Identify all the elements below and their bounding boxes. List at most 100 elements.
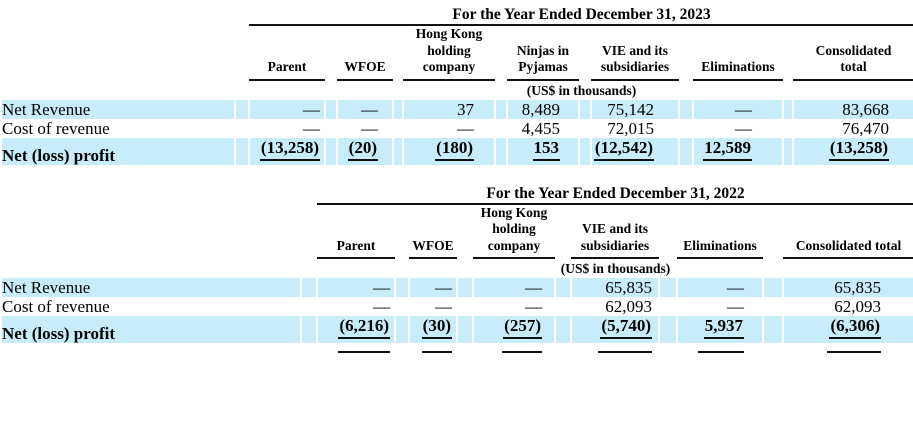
value-cell: 76,470: [792, 118, 913, 138]
double-rule: [676, 343, 764, 353]
spacer: [783, 25, 793, 81]
value-cell: 65,835: [570, 278, 660, 297]
value-cell: —: [676, 278, 764, 297]
spacer: [0, 343, 302, 353]
value-cell: 62,093: [570, 297, 660, 316]
spacer: [394, 278, 410, 297]
column-header-consolidated: Consolidated total: [793, 25, 913, 81]
column-header-hk-holding: Hong Kong holding company: [403, 25, 495, 81]
value-cell: 62,093: [781, 297, 913, 316]
spacer: [325, 25, 337, 81]
value-cell: 72,015: [590, 118, 680, 138]
value-cell: 8,489: [506, 99, 580, 119]
column-header-ninjas: Ninjas in Pyjamas: [507, 25, 579, 81]
row-label: Cost of revenue: [0, 118, 236, 138]
spacer: [394, 297, 410, 316]
column-header-hk-holding: Hong Kong holding company: [473, 204, 555, 259]
spacer: [762, 297, 784, 316]
spacer: [1, 184, 317, 204]
value-cell: 83,668: [792, 99, 913, 119]
double-rule: [781, 343, 913, 353]
spacer: [554, 297, 572, 316]
column-header-vie: VIE and its subsidiaries: [571, 204, 659, 259]
total-value-cell: (6,306): [781, 316, 913, 343]
total-value-cell: (20): [336, 137, 394, 165]
spacer: [1, 259, 317, 278]
row-net-revenue: Net Revenue — — 37 8,489 75,142 — 83,668: [0, 99, 913, 119]
spacer: [300, 343, 318, 353]
financial-statement: For the Year Ended December 31, 2023 Par…: [0, 5, 913, 353]
spacer: [1, 25, 235, 81]
row-net-revenue: Net Revenue — — — 65,835 — 65,835: [0, 278, 913, 297]
spacer: [392, 118, 404, 138]
spacer: [456, 316, 474, 343]
period-title-row: For the Year Ended December 31, 2023: [1, 5, 913, 26]
value-cell: —: [676, 297, 764, 316]
spacer: [579, 25, 591, 81]
spacer: [762, 343, 784, 353]
spacer: [554, 343, 572, 353]
spacer: [782, 118, 794, 138]
spacer: [234, 99, 250, 119]
value-cell: 65,835: [781, 278, 913, 297]
units-note: (US$ in thousands): [560, 261, 671, 276]
spacer: [324, 118, 338, 138]
total-value-cell: (6,216): [316, 316, 396, 343]
spacer: [763, 204, 783, 260]
value-cell: —: [248, 118, 326, 138]
spacer: [555, 204, 571, 260]
row-label: Cost of revenue: [0, 297, 302, 316]
row-label: Net (loss) profit: [0, 316, 302, 343]
spacer: [658, 343, 678, 353]
spacer: [457, 204, 473, 260]
value-cell: 75,142: [590, 99, 680, 119]
spacer: [658, 297, 678, 316]
total-value-cell: (180): [402, 137, 496, 165]
column-header-eliminations: Eliminations: [693, 25, 783, 81]
spacer: [394, 343, 410, 353]
column-header-row: Parent WFOE Hong Kong holding company Ni…: [1, 25, 913, 81]
value-cell: —: [692, 99, 784, 119]
value-cell: —: [692, 118, 784, 138]
value-cell: —: [408, 297, 458, 316]
total-value-cell: (13,258): [248, 137, 326, 165]
spacer: [456, 297, 474, 316]
value-cell: 4,455: [506, 118, 580, 138]
spacer: [578, 99, 592, 119]
total-value-cell: 5,937: [676, 316, 764, 343]
spacer: [554, 316, 572, 343]
value-cell: —: [336, 99, 394, 119]
total-value-cell: (12,542): [590, 137, 680, 165]
spacer: [300, 278, 318, 297]
column-header-wfoe: WFOE: [337, 25, 393, 81]
double-rule: [472, 343, 556, 353]
column-header-consolidated: Consolidated total: [783, 204, 913, 259]
total-value-cell: (13,258): [792, 137, 913, 165]
row-net-loss-profit: Net (loss) profit (6,216) (30) (257) (5,…: [0, 316, 913, 343]
spacer: [235, 25, 249, 81]
spacer: [762, 278, 784, 297]
spacer: [658, 316, 678, 343]
units-note: (US$ in thousands): [526, 82, 637, 98]
period-title: For the Year Ended December 31, 2022: [317, 183, 913, 205]
spacer: [234, 137, 250, 165]
total-value-cell: 153: [506, 137, 580, 165]
spacer: [395, 204, 409, 260]
spacer: [678, 137, 694, 165]
spacer: [300, 316, 318, 343]
row-label: Net Revenue: [0, 278, 302, 297]
value-cell: —: [472, 278, 556, 297]
value-cell: —: [316, 278, 396, 297]
spacer: [494, 137, 508, 165]
row-net-loss-profit: Net (loss) profit (13,258) (20) (180) 15…: [0, 137, 913, 165]
row-cost-of-revenue: Cost of revenue — — — 62,093 — 62,093: [0, 297, 913, 316]
spacer: [300, 297, 318, 316]
value-cell: 37: [402, 99, 496, 119]
period-title: For the Year Ended December 31, 2023: [249, 5, 913, 26]
spacer: [301, 204, 317, 260]
spacer: [324, 99, 338, 119]
spacer: [678, 118, 694, 138]
spacer: [554, 278, 572, 297]
row-cost-of-revenue: Cost of revenue — — — 4,455 72,015 — 76,…: [0, 118, 913, 138]
double-rule-row: [0, 343, 913, 353]
